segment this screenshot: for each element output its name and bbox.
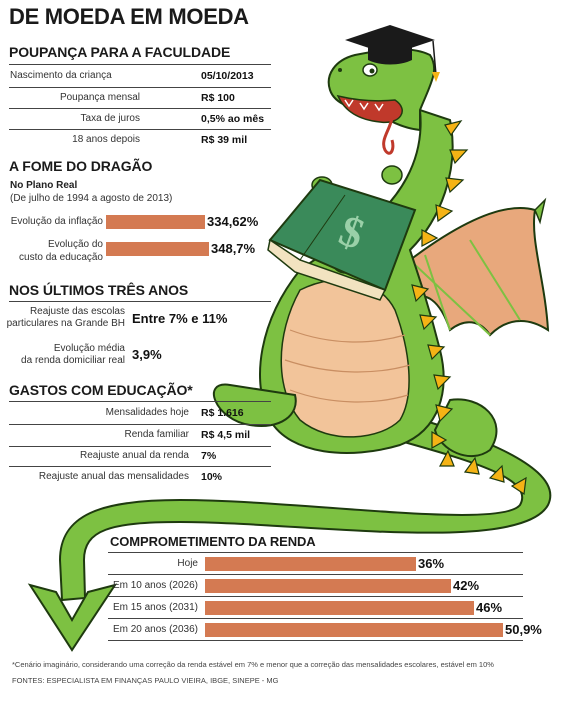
hunger-bar-label: Evolução do	[47, 239, 103, 250]
dragon-tail-arrow	[27, 583, 118, 652]
row-divider	[108, 640, 523, 641]
sources: FONTES: ESPECIALISTA EM FINANÇAS PAULO V…	[12, 676, 279, 685]
row-divider	[108, 618, 523, 619]
chart-bar	[106, 215, 205, 229]
bar-value-label: 36%	[418, 556, 445, 571]
last-three-value: Entre 7% e 11%	[132, 311, 228, 326]
savings-label: Taxa de juros	[80, 113, 140, 124]
savings-value: R$ 39 mil	[201, 134, 248, 146]
expenses-value: R$ 4,5 mil	[201, 429, 251, 441]
hunger-subheading: No Plano Real	[10, 180, 78, 191]
savings-label: Poupança mensal	[59, 92, 140, 103]
chart-bar	[205, 557, 416, 571]
bar-category-label: Em 15 anos (2031)	[112, 602, 198, 613]
bar-category-label: Em 10 anos (2026)	[112, 580, 198, 591]
expenses-heading: GASTOS COM EDUCAÇÃO*	[9, 382, 193, 398]
hunger-period: (De julho de 1994 a agosto de 2013)	[10, 193, 173, 204]
bar-value-label: 42%	[453, 578, 480, 593]
last-three-heading: NOS ÚLTIMOS TRÊS ANOS	[9, 282, 189, 298]
row-divider	[108, 574, 523, 575]
last-three-label: Reajuste das escolas	[29, 306, 125, 317]
last-three-label: particulares na Grande BH	[6, 318, 125, 329]
savings-heading: POUPANÇA PARA A FACULDADE	[9, 44, 231, 60]
chart-bar	[205, 623, 503, 637]
bar-category-label: Hoje	[177, 558, 198, 569]
expenses-label: Renda familiar	[124, 429, 189, 440]
bar-value-label: 334,62%	[207, 214, 259, 229]
expenses-value: 10%	[201, 471, 223, 483]
savings-label: 18 anos depois	[72, 134, 140, 145]
bar-value-label: 46%	[476, 600, 503, 615]
savings-value: R$ 100	[201, 92, 235, 104]
expenses-label: Reajuste anual das mensalidades	[38, 471, 189, 482]
hunger-bar-label: custo da educação	[19, 252, 103, 263]
savings-label: Nascimento da criança	[10, 70, 112, 81]
commitment-title: COMPROMETIMENTO DA RENDA	[110, 534, 316, 549]
chart-bar	[106, 242, 209, 256]
graduation-cap	[345, 25, 440, 82]
last-three-label: da renda domiciliar real	[21, 355, 125, 366]
last-three-label: Evolução média	[53, 343, 125, 354]
expenses-value: 7%	[201, 450, 217, 462]
savings-value: 0,5% ao mês	[201, 113, 265, 125]
hunger-heading: A FOME DO DRAGÃO	[9, 158, 153, 174]
bar-category-label: Em 20 anos (2036)	[112, 624, 198, 635]
expenses-value: R$ 1.616	[201, 407, 244, 419]
hunger-bar-label: Evolução da inflação	[10, 216, 103, 227]
savings-value: 05/10/2013	[201, 70, 254, 82]
expenses-label: Mensalidades hoje	[105, 407, 189, 418]
chart-bar	[205, 601, 474, 615]
bar-value-label: 348,7%	[211, 241, 256, 256]
expenses-label: Reajuste anual da renda	[80, 450, 189, 461]
bar-value-label: 50,9%	[505, 622, 542, 637]
chart-bar	[205, 579, 451, 593]
money-book	[267, 178, 417, 301]
row-divider	[108, 596, 523, 597]
page-title: DE MOEDA EM MOEDA	[9, 4, 249, 29]
last-three-value: 3,9%	[132, 347, 162, 362]
footnote: *Cenário imaginário, considerando uma co…	[12, 660, 494, 669]
dragon-belly	[280, 278, 410, 438]
